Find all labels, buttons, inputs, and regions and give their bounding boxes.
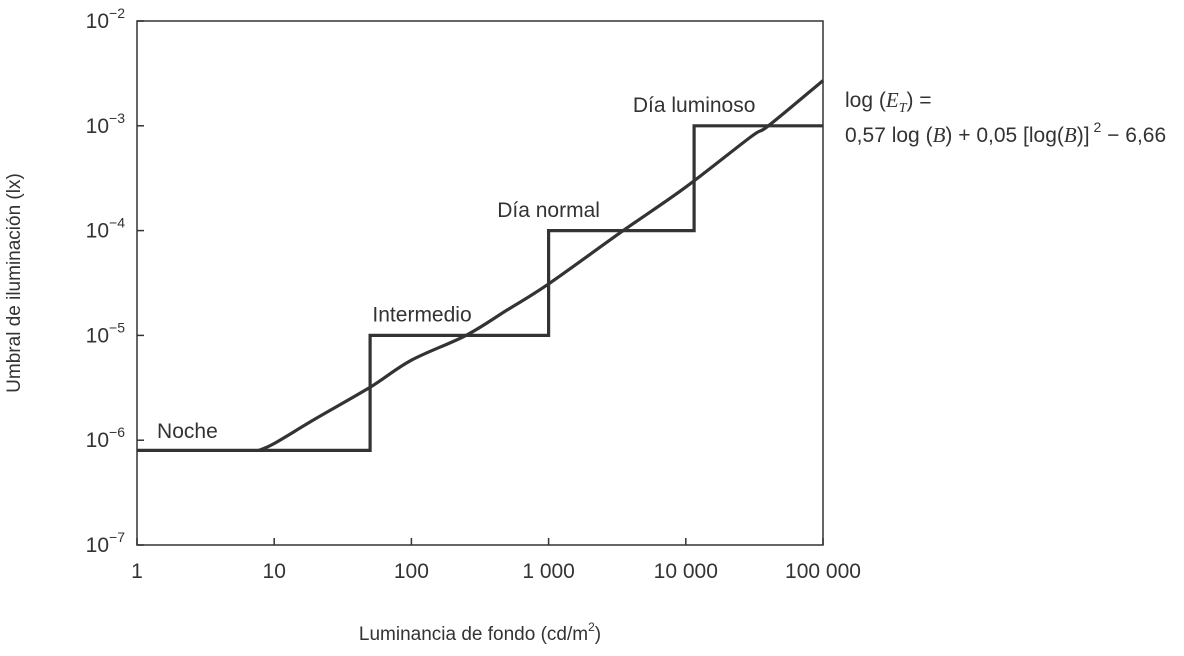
x-axis-label-close: ) [595, 624, 601, 645]
x-axis-label: Luminancia de fondo (cd/m2) [359, 620, 601, 645]
x-tick-label: 100 000 [785, 560, 861, 583]
x-tick-label: 1 [131, 560, 143, 583]
formula-2-sup: 2 [1094, 119, 1102, 135]
formula-2-d: − 6,66 [1101, 124, 1166, 147]
y-tick-label: 10−4 [86, 215, 126, 243]
regime-label: Noche [157, 420, 218, 443]
regime-label: Intermedio [372, 304, 471, 327]
x-tick-label: 1 000 [522, 560, 575, 583]
formula-2-a: 0,57 log ( [845, 124, 933, 147]
regime-label: Día luminoso [633, 94, 756, 117]
plot-frame [136, 20, 824, 546]
x-tick-label: 10 [263, 560, 286, 583]
y-tick-base: 10 [86, 115, 109, 138]
y-axis-ticks: 10−710−610−510−410−310−2 [86, 5, 144, 557]
y-tick-label: 10−6 [86, 424, 126, 452]
y-tick-label: 10−5 [86, 319, 126, 347]
formula-2-c: )] [1077, 124, 1090, 147]
formula-2-b: ) + 0,05 [log( [945, 124, 1063, 147]
y-tick-exponent: −6 [109, 424, 125, 440]
x-axis-label-main: Luminancia de fondo (cd/m [359, 624, 588, 645]
y-tick-base: 10 [86, 534, 109, 557]
formula-line-2: 0,57 log (B) + 0,05 [log(B)] 2 − 6,66 [845, 119, 1166, 147]
series-layer [137, 79, 825, 452]
y-tick-base: 10 [86, 324, 109, 347]
y-tick-exponent: −2 [109, 5, 125, 21]
step-threshold-line [137, 124, 823, 452]
x-tick-label: 100 [394, 560, 429, 583]
formula-1-prefix: log ( [845, 89, 886, 112]
y-tick-exponent: −5 [109, 319, 125, 335]
formula-line-1: log (ET) = [845, 88, 932, 116]
formula-1-sub: T [899, 101, 908, 116]
x-axis-ticks: 1 10 100 1 000 10 000 100 000 [131, 538, 861, 583]
y-tick-base: 10 [86, 10, 109, 33]
y-tick-base: 10 [86, 220, 109, 243]
y-axis-label: Umbral de iluminación (lx) [4, 173, 25, 393]
y-tick-label: 10−3 [86, 110, 126, 138]
y-tick-base: 10 [86, 429, 109, 452]
x-axis-label-sup: 2 [588, 620, 595, 634]
y-tick-label: 10−7 [86, 529, 126, 557]
formula-1-suffix: ) = [906, 89, 931, 112]
fitted-curve-line [257, 79, 825, 452]
y-tick-exponent: −3 [109, 110, 125, 126]
y-tick-exponent: −4 [109, 215, 125, 231]
x-tick-label: 10 000 [654, 560, 718, 583]
regime-label: Día normal [497, 199, 600, 222]
formula-2-var2: B [1064, 123, 1077, 147]
y-tick-exponent: −7 [109, 529, 125, 545]
annotations: Noche Intermedio Día normal Día luminoso [157, 94, 755, 443]
y-tick-label: 10−2 [86, 5, 126, 33]
formula-1-var: E [885, 88, 899, 112]
formula-2-var1: B [933, 123, 946, 147]
